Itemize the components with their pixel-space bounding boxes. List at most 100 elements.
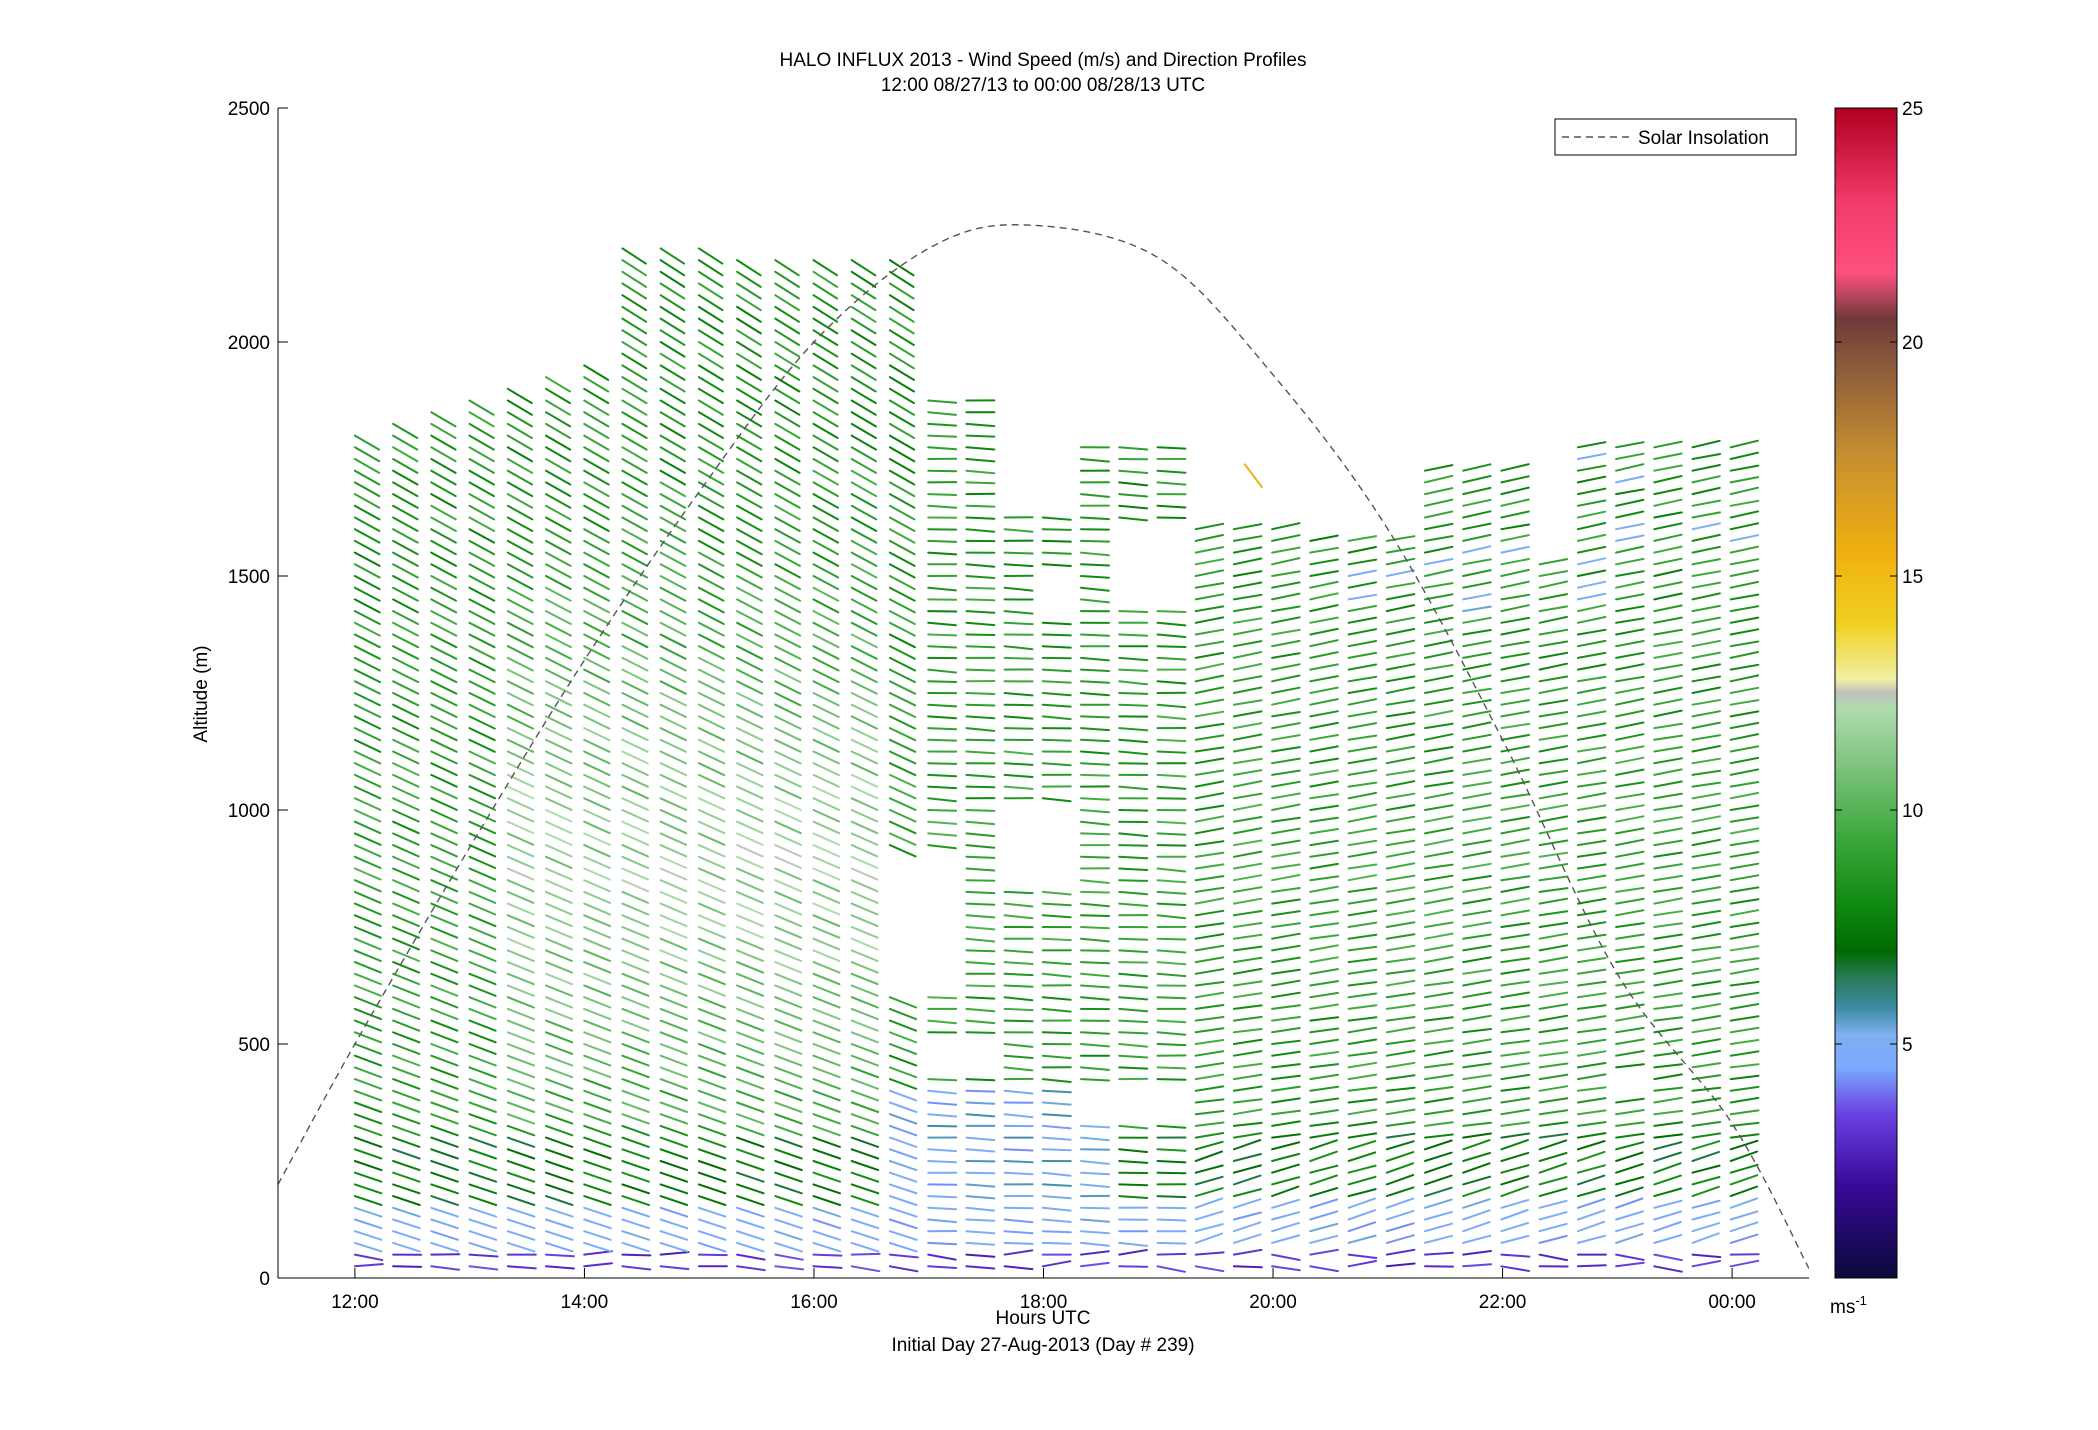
- wind-barb: [1654, 724, 1682, 728]
- wind-barb: [1501, 547, 1528, 553]
- wind-barb: [775, 798, 801, 810]
- wind-barb: [1234, 652, 1261, 658]
- wind-barb: [1387, 1199, 1413, 1208]
- wind-barb: [355, 482, 379, 496]
- wind-barb: [355, 1161, 382, 1170]
- wind-barb: [1463, 607, 1491, 612]
- wind-barb: [1616, 782, 1644, 786]
- wind-barb: [890, 681, 915, 693]
- wind-barb: [1310, 1133, 1338, 1138]
- wind-barb: [1463, 1222, 1490, 1231]
- wind-barb: [852, 1067, 878, 1077]
- wind-barb: [1731, 559, 1759, 564]
- wind-barb: [584, 1243, 611, 1252]
- wind-barb: [814, 599, 839, 612]
- wind-barb: [1310, 1017, 1338, 1020]
- wind-barb: [1158, 716, 1186, 719]
- wind-barb: [1654, 747, 1682, 752]
- wind-barb: [1693, 1201, 1720, 1208]
- wind-barb: [1196, 771, 1224, 775]
- wind-barb: [1463, 1064, 1491, 1068]
- wind-barb: [1043, 1149, 1071, 1150]
- wind-barb: [852, 1126, 878, 1135]
- wind-barb: [890, 1114, 916, 1123]
- wind-barb: [928, 1243, 956, 1244]
- wind-barb: [1731, 535, 1758, 541]
- wind-barb: [1310, 993, 1338, 997]
- wind-barb: [1005, 904, 1033, 907]
- wind-barb: [546, 1161, 573, 1170]
- wind-barb: [814, 436, 838, 450]
- wind-barb: [546, 658, 571, 671]
- wind-barb: [1196, 1166, 1223, 1173]
- wind-barb: [1272, 934, 1300, 939]
- wind-barb: [699, 705, 724, 717]
- wind-barb: [1540, 688, 1568, 693]
- wind-barb: [890, 377, 914, 391]
- wind-barb: [622, 330, 646, 345]
- wind-barb: [966, 787, 994, 788]
- wind-barb: [546, 646, 571, 659]
- wind-barb: [1501, 1122, 1529, 1126]
- wind-barb: [1349, 923, 1377, 927]
- wind-barb: [699, 752, 724, 764]
- wind-barb: [1731, 1222, 1758, 1231]
- wind-barb: [1616, 606, 1644, 611]
- wind-barb: [1158, 506, 1186, 508]
- wind-barb: [1387, 1211, 1414, 1220]
- wind-barb: [1196, 1142, 1223, 1150]
- wind-barb: [1616, 688, 1644, 693]
- wind-barb: [661, 611, 686, 624]
- wind-barb: [546, 1149, 572, 1158]
- wind-barb: [1349, 582, 1376, 587]
- wind-barb: [470, 1067, 496, 1077]
- wind-barb: [1158, 1220, 1186, 1221]
- wind-barb: [546, 822, 572, 834]
- wind-barb: [1387, 794, 1415, 799]
- wind-barb: [584, 752, 609, 764]
- wind-barb: [355, 1264, 383, 1266]
- wind-barb: [966, 599, 994, 600]
- wind-barb: [508, 927, 534, 938]
- wind-barb: [852, 553, 877, 566]
- wind-barb: [546, 1021, 572, 1031]
- wind-barb: [1272, 1266, 1300, 1270]
- wind-barb: [1349, 829, 1377, 834]
- wind-barb: [1234, 618, 1262, 623]
- wind-barb: [1425, 1253, 1453, 1255]
- wind-barb: [1578, 665, 1606, 670]
- wind-barb: [584, 506, 609, 520]
- wind-barb: [890, 471, 914, 485]
- wind-barb: [508, 1231, 535, 1240]
- wind-barb: [1463, 992, 1491, 997]
- wind-barb: [1196, 583, 1224, 588]
- wind-barb: [1463, 981, 1491, 986]
- wind-barb: [928, 623, 956, 626]
- wind-barb: [470, 1009, 496, 1019]
- wind-barb: [622, 623, 647, 636]
- wind-barb: [1310, 911, 1338, 915]
- wind-barb: [1693, 783, 1721, 787]
- wind-barb: [852, 1161, 879, 1170]
- wind-barb: [1081, 588, 1109, 591]
- wind-barb: [1310, 676, 1338, 681]
- wind-barb: [470, 693, 495, 705]
- wind-barb: [1234, 723, 1262, 728]
- wind-barb: [1310, 969, 1338, 974]
- wind-barb: [737, 1032, 763, 1042]
- wind-barb: [1693, 454, 1721, 459]
- wind-barb: [1349, 935, 1377, 939]
- wind-barb: [1731, 595, 1759, 600]
- wind-barb: [775, 728, 800, 740]
- wind-barb: [1540, 794, 1568, 799]
- y-tick-label: 2000: [228, 333, 270, 354]
- wind-barb: [1463, 759, 1491, 764]
- wind-barb: [355, 1103, 381, 1113]
- wind-barb: [1425, 488, 1452, 494]
- wind-barb: [1578, 442, 1606, 447]
- wind-barb: [1387, 747, 1415, 752]
- wind-barb: [1310, 746, 1338, 751]
- wind-barb: [1158, 962, 1186, 964]
- wind-barb: [546, 892, 572, 903]
- wind-barb: [1081, 576, 1109, 578]
